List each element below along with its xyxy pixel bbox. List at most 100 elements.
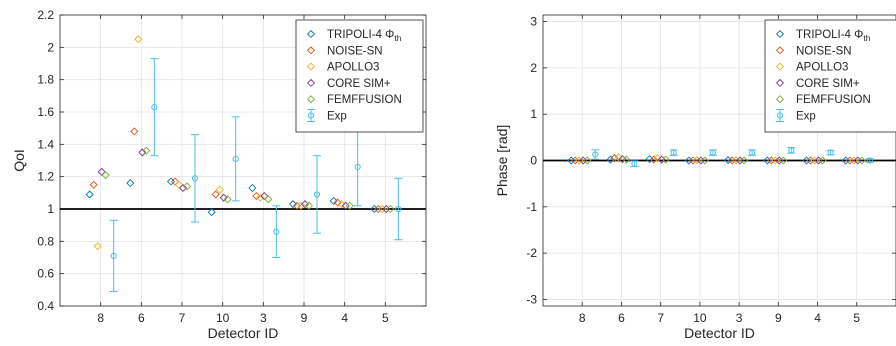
y-tick-label: 2 — [530, 61, 537, 75]
data-point — [779, 156, 788, 165]
data-point — [182, 182, 192, 191]
series-femffusion — [101, 146, 395, 214]
x-tick-label: 5 — [853, 311, 860, 325]
exp-marker — [709, 149, 716, 156]
legend-exp-marker — [776, 109, 784, 122]
y-tick-label: 1.4 — [37, 137, 54, 151]
legend-marker — [775, 62, 785, 71]
legend-box — [295, 19, 424, 133]
data-point — [170, 177, 180, 186]
exp-marker — [232, 155, 239, 162]
data-point — [300, 200, 310, 209]
data-point — [296, 201, 306, 210]
chart-panel-2: -3 -2 -1 0 1 2 3 8 6 7 10 3 9 4 5 Detector ID Phase [rad… — [494, 15, 896, 341]
y-tick-label: 1.6 — [37, 105, 54, 119]
data-point — [252, 192, 261, 201]
exp-marker — [776, 112, 784, 119]
data-point — [622, 155, 631, 164]
legend-entry: FEMFFUSION — [327, 94, 402, 106]
x-tick-label: 5 — [382, 311, 389, 325]
legend-exp-marker — [307, 109, 315, 122]
data-point — [134, 35, 143, 44]
y-tick-label: 1 — [530, 107, 537, 121]
legend-entry: APOLLO3 — [796, 62, 848, 74]
legend-marker — [775, 46, 785, 55]
data-point — [256, 193, 265, 202]
y-tick-label: 3 — [530, 15, 537, 29]
exp-point — [272, 205, 281, 258]
y-axis-label: Phase [rad] — [494, 125, 510, 197]
legend-marker — [775, 29, 785, 39]
series-exp — [591, 147, 874, 168]
data-point — [248, 183, 257, 193]
exp-point — [394, 177, 403, 241]
data-point — [215, 185, 224, 194]
x-tick-label: 3 — [260, 311, 267, 325]
legend-marker — [306, 78, 316, 87]
exp-marker — [592, 151, 599, 158]
exp-point — [826, 149, 835, 156]
data-point — [661, 155, 670, 164]
y-tick-label: -2 — [526, 246, 537, 260]
exp-marker — [151, 104, 158, 111]
legend-entry: NOISE-SN — [796, 45, 852, 57]
series-exp — [109, 58, 403, 292]
exp-point — [591, 149, 600, 160]
exp-marker — [273, 228, 280, 235]
legend-marker — [775, 78, 785, 87]
x-tick-label: 7 — [179, 311, 186, 325]
exp-marker — [313, 191, 321, 198]
data-point — [653, 154, 662, 163]
data-point — [101, 171, 110, 180]
y-tick-label: -1 — [526, 200, 537, 214]
data-point — [223, 195, 232, 204]
y-tick-label: 0 — [530, 154, 537, 168]
data-point — [614, 153, 623, 162]
y-tick-label: 2.2 — [37, 8, 54, 22]
data-point — [610, 154, 619, 163]
legend-entry: APOLLO3 — [327, 62, 379, 74]
exp-point — [748, 149, 757, 156]
data-point — [260, 192, 269, 201]
exp-point — [191, 134, 199, 223]
axes-box — [59, 14, 427, 307]
exp-point — [630, 160, 639, 168]
x-axis-label: Detector ID — [684, 325, 755, 341]
legend-marker — [306, 62, 316, 71]
x-tick-label: 7 — [657, 311, 664, 325]
legend-entry: FEMFFUSION — [796, 94, 871, 106]
y-tick-label: 1.8 — [37, 73, 54, 87]
exp-marker — [866, 157, 873, 164]
data-point — [138, 148, 147, 157]
data-point — [818, 156, 827, 165]
data-point — [728, 156, 737, 165]
data-point — [142, 146, 151, 155]
data-point — [386, 204, 395, 214]
exp-point — [313, 155, 321, 234]
data-point — [211, 190, 220, 199]
legend-entry: CORE SIM+ — [327, 78, 391, 90]
data-point — [304, 201, 314, 210]
x-tick-label: 4 — [814, 311, 821, 325]
y-tick-label: 1.2 — [37, 170, 54, 184]
data-point — [740, 156, 749, 165]
data-point — [97, 167, 106, 176]
data-point — [333, 198, 342, 207]
exp-point — [865, 157, 874, 164]
exp-marker — [354, 163, 361, 171]
legend-entry: CORE SIM+ — [796, 78, 860, 90]
x-tick-label: 10 — [693, 311, 707, 325]
x-tick-label: 6 — [138, 311, 145, 325]
y-tick-label: 0.4 — [37, 299, 54, 313]
exp-marker — [191, 175, 199, 182]
data-point — [583, 156, 592, 165]
x-tick-label: 10 — [216, 311, 230, 325]
data-point — [688, 156, 697, 165]
exp-marker — [110, 252, 117, 259]
exp-point — [231, 116, 240, 202]
legend-entry: TRIPOLI-4 Φth — [796, 29, 871, 43]
data-point — [89, 180, 98, 189]
data-point — [288, 200, 298, 209]
data-point — [264, 195, 273, 204]
exp-marker — [788, 147, 795, 154]
